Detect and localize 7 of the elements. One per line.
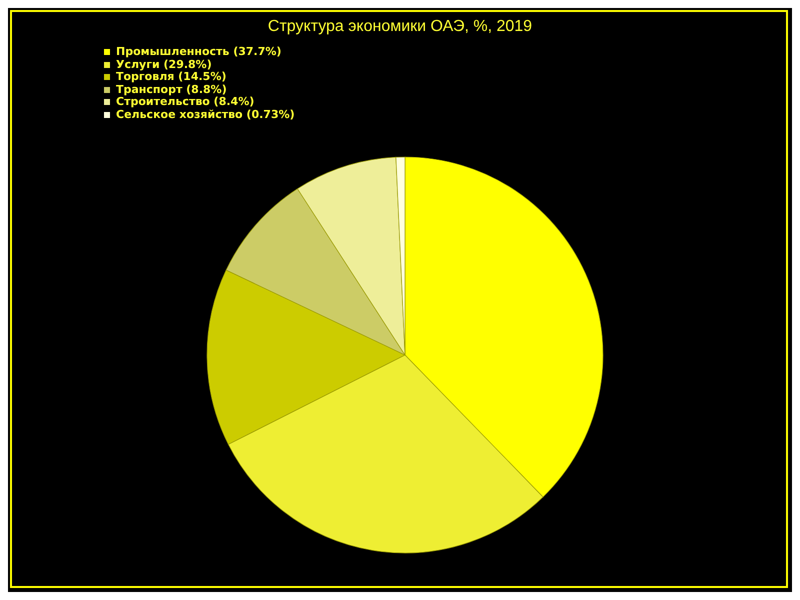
legend-label: Сельское хозяйство (0.73%) [116,108,295,121]
legend-label: Промышленность (37.7%) [116,45,282,58]
legend-label: Услуги (29.8%) [116,58,212,71]
legend-label: Транспорт (8.8%) [116,82,227,96]
legend-label: Торговля (14.5%) [116,70,226,84]
chart-title: Структура экономики ОАЭ, %, 2019 [266,18,534,36]
legend-label: Строительство (8.4%) [116,95,254,108]
